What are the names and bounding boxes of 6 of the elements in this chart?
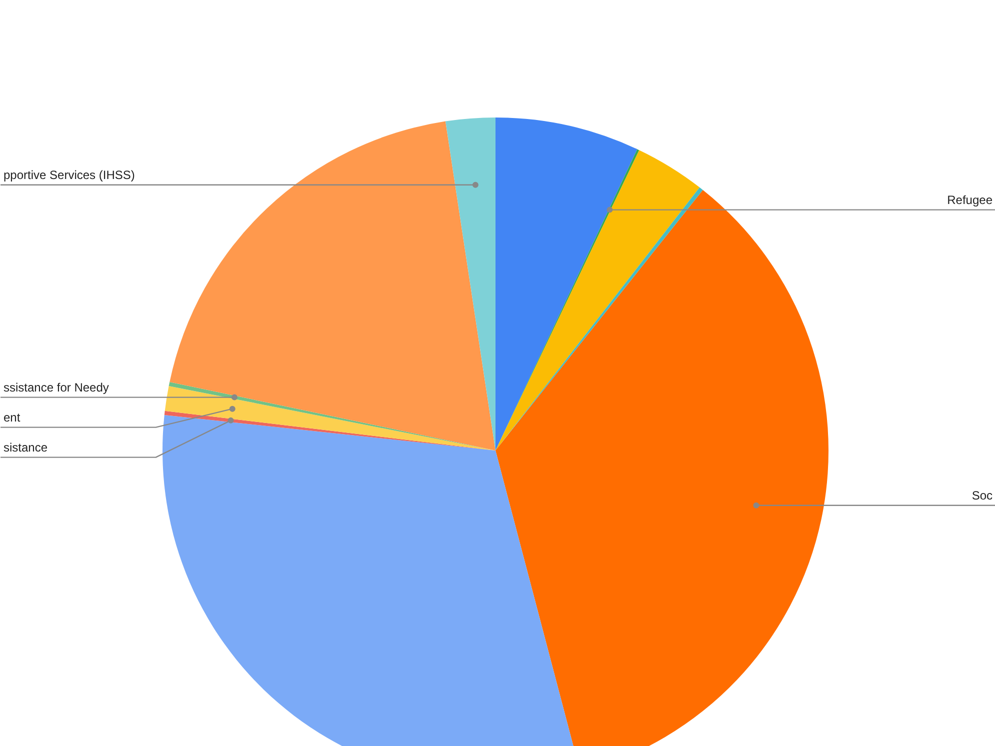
slice-label: pportive Services (IHSS)	[4, 168, 135, 182]
slice-label: ent	[4, 410, 21, 424]
slice-label: Soc	[972, 488, 993, 502]
slice-label: ssistance for Needy	[4, 380, 109, 394]
slice-label: Refugee	[947, 192, 993, 207]
slice-label: sistance	[4, 440, 48, 454]
